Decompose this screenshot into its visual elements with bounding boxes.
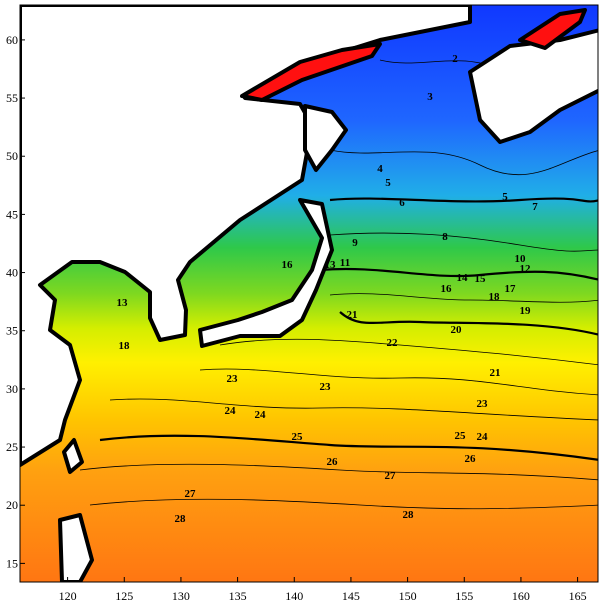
contour-label: 23 — [477, 398, 489, 410]
isotherm — [329, 232, 598, 252]
contour-label: 18 — [119, 340, 131, 352]
island — [518, 8, 587, 50]
y-tick-label: 15 — [6, 556, 18, 570]
x-tick-label: 140 — [285, 589, 303, 603]
land — [20, 5, 598, 582]
contour-label: 22 — [387, 337, 399, 349]
x-tick-label: 130 — [172, 589, 190, 603]
x-tick-label: 150 — [399, 589, 417, 603]
contour-label: 26 — [465, 453, 477, 465]
contour-label: 17 — [505, 283, 517, 295]
contour-label: 14 — [457, 272, 469, 284]
contour-label: 16 — [282, 259, 294, 271]
contour-label: 5 — [385, 177, 391, 189]
x-tick-label: 145 — [342, 589, 360, 603]
contour-label: 6 — [399, 197, 405, 209]
contour-label: 24 — [477, 431, 489, 443]
contour-label: 18 — [489, 291, 501, 303]
contour-label: 28 — [403, 509, 415, 521]
y-tick-label: 25 — [6, 440, 18, 454]
contour-label: 9 — [352, 237, 358, 249]
contour-label: 28 — [175, 513, 187, 525]
isotherm — [319, 267, 598, 281]
contour-label: 8 — [442, 231, 448, 243]
contour-label: 27 — [185, 488, 197, 500]
hokkaido — [303, 104, 348, 172]
x-tick-label: 135 — [229, 589, 247, 603]
isotherm — [79, 463, 598, 481]
contour-label: 12 — [520, 263, 532, 275]
contour-label: 4 — [377, 163, 383, 175]
contour-label: 7 — [532, 201, 538, 213]
contour-label: 23 — [320, 381, 332, 393]
y-tick-label: 20 — [6, 498, 18, 512]
axes: 120 125 130 135 140 145 150 155 160 1651520253035… — [6, 33, 587, 603]
y-tick-label: 55 — [6, 91, 18, 105]
y-tick-label: 50 — [6, 149, 18, 163]
contour-label: 3 — [427, 91, 433, 103]
contour-label: 13 — [117, 297, 129, 309]
y-tick-label: 30 — [6, 382, 18, 396]
x-tick-label: 155 — [455, 589, 473, 603]
contour-label: 5 — [502, 191, 508, 203]
island — [240, 42, 382, 102]
japan — [198, 198, 334, 348]
contour-label: 20 — [451, 324, 463, 336]
isotherm — [339, 311, 598, 336]
contour-label: 27 — [385, 470, 397, 482]
contour-label: 15 — [475, 273, 487, 285]
isotherm — [109, 398, 598, 421]
y-tick-label: 60 — [6, 33, 18, 47]
contour-label: 23 — [227, 373, 239, 385]
frame — [19, 4, 599, 583]
isotherm — [89, 498, 598, 510]
contour-label: 25 — [455, 430, 467, 442]
y-tick-label: 45 — [6, 207, 18, 221]
isotherm — [219, 338, 598, 366]
contour-label: 19 — [520, 305, 532, 317]
x-tick-label: 120 — [59, 589, 77, 603]
contour-label: 25 — [292, 431, 304, 443]
isotherms — [79, 59, 598, 510]
x-tick-label: 125 — [115, 589, 133, 603]
contour-label: 21 — [347, 309, 358, 321]
contour-label: 10 — [515, 253, 527, 265]
philippines — [58, 513, 94, 582]
isotherm — [329, 149, 598, 176]
isotherm — [329, 197, 598, 203]
y-tick-label: 35 — [6, 324, 18, 338]
taiwan — [62, 438, 84, 474]
x-tick-label: 165 — [569, 589, 587, 603]
x-tick-label: 160 — [512, 589, 530, 603]
isotherm — [329, 293, 598, 303]
y-tick-label: 40 — [6, 266, 18, 280]
contour-label: 16 — [441, 283, 453, 295]
contour-label: 2 — [452, 53, 458, 65]
contour-label: 13 — [325, 259, 337, 271]
contour-label: 26 — [327, 456, 339, 468]
contour-label: 24 — [225, 405, 237, 417]
isotherm — [199, 368, 598, 396]
isotherm — [99, 434, 598, 461]
contour-label: 11 — [340, 257, 350, 269]
contour-label: 21 — [490, 367, 501, 379]
contour-label: 24 — [255, 409, 267, 421]
